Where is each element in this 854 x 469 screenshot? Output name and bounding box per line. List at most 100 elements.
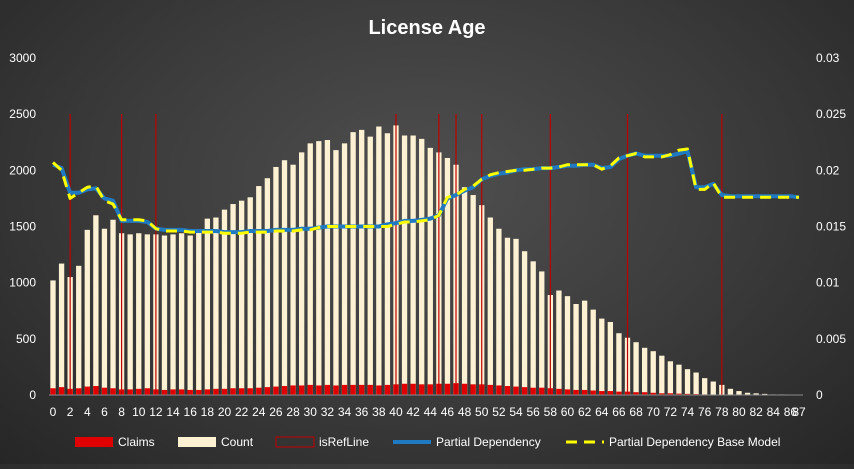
count-bar bbox=[376, 127, 381, 395]
x-tick-label: 72 bbox=[664, 405, 678, 419]
claims-bar bbox=[385, 385, 390, 395]
count-bar bbox=[565, 296, 570, 395]
right-tick-label: 0.03 bbox=[816, 51, 840, 65]
x-tick-label: 30 bbox=[304, 405, 318, 419]
count-bar bbox=[299, 152, 304, 395]
count-bar bbox=[410, 136, 415, 395]
claims-bar bbox=[308, 385, 313, 395]
count-bar bbox=[188, 235, 193, 395]
legend-label: Partial Dependency Base Model bbox=[609, 435, 780, 449]
count-bar bbox=[591, 310, 596, 395]
x-tick-label: 16 bbox=[184, 405, 198, 419]
x-tick-label: 46 bbox=[441, 405, 455, 419]
count-bar bbox=[445, 158, 450, 395]
claims-bar bbox=[608, 391, 613, 395]
legend-label: isRefLine bbox=[319, 435, 369, 449]
count-bar bbox=[342, 143, 347, 395]
x-tick-label: 42 bbox=[406, 405, 420, 419]
x-tick-label: 50 bbox=[475, 405, 489, 419]
count-bar bbox=[471, 195, 476, 395]
x-tick-label: 22 bbox=[235, 405, 249, 419]
claims-bar bbox=[505, 386, 510, 395]
right-tick-label: 0.025 bbox=[816, 107, 846, 121]
count-bar bbox=[676, 365, 681, 395]
right-tick-label: 0.01 bbox=[816, 276, 840, 290]
claims-bar bbox=[145, 388, 150, 395]
count-bar bbox=[685, 369, 690, 395]
count-bar bbox=[522, 251, 527, 395]
count-bar bbox=[599, 319, 604, 395]
count-bar bbox=[582, 301, 587, 395]
left-tick-label: 3000 bbox=[9, 51, 36, 65]
x-tick-label: 12 bbox=[149, 405, 163, 419]
x-tick-label: 84 bbox=[767, 405, 781, 419]
claims-bar bbox=[239, 388, 244, 395]
left-tick-label: 2000 bbox=[9, 163, 36, 177]
x-tick-label: 34 bbox=[338, 405, 352, 419]
claims-bar bbox=[573, 390, 578, 395]
x-tick-label: 26 bbox=[269, 405, 283, 419]
claims-bar bbox=[359, 385, 364, 395]
count-bar bbox=[633, 342, 638, 395]
x-tick-label: 60 bbox=[561, 405, 575, 419]
x-tick-label: 54 bbox=[509, 405, 523, 419]
claims-bar bbox=[273, 387, 278, 395]
count-bar bbox=[462, 187, 467, 395]
count-bar bbox=[256, 186, 261, 395]
claims-bar bbox=[599, 391, 604, 395]
x-tick-label: 76 bbox=[698, 405, 712, 419]
count-bar bbox=[505, 238, 510, 395]
claims-bar bbox=[85, 387, 90, 395]
count-bar bbox=[110, 220, 115, 395]
x-tick-label: 32 bbox=[321, 405, 335, 419]
count-bar bbox=[162, 235, 167, 395]
claims-bar bbox=[368, 385, 373, 395]
count-bar bbox=[419, 139, 424, 395]
count-bar bbox=[316, 141, 321, 395]
claims-bar bbox=[565, 389, 570, 395]
legend-swatch-count bbox=[178, 437, 216, 447]
claims-bar bbox=[419, 384, 424, 395]
count-bar bbox=[265, 178, 270, 395]
claims-bar bbox=[230, 388, 235, 395]
count-bar bbox=[205, 219, 210, 395]
count-bar bbox=[170, 234, 175, 395]
count-bar bbox=[93, 215, 98, 395]
x-tick-label: 6 bbox=[101, 405, 108, 419]
claims-bar bbox=[213, 389, 218, 395]
left-tick-label: 1500 bbox=[9, 220, 36, 234]
claims-bar bbox=[93, 386, 98, 395]
x-tick-label: 82 bbox=[749, 405, 763, 419]
x-tick-label: 36 bbox=[355, 405, 369, 419]
legend-swatch-refline bbox=[276, 437, 314, 447]
claims-bar bbox=[616, 392, 621, 395]
claims-bar bbox=[188, 390, 193, 395]
legend-label: Claims bbox=[118, 435, 155, 449]
claims-bar bbox=[170, 389, 175, 395]
x-tick-label: 44 bbox=[424, 405, 438, 419]
claims-bar bbox=[102, 388, 107, 395]
count-bar bbox=[128, 234, 133, 395]
partial-dependency-base-line bbox=[53, 149, 799, 233]
count-bar bbox=[290, 165, 295, 395]
x-tick-label: 0 bbox=[50, 405, 57, 419]
x-tick-label: 62 bbox=[578, 405, 592, 419]
count-bar bbox=[179, 233, 184, 395]
legend-swatch-claims bbox=[75, 437, 113, 447]
count-bar bbox=[513, 239, 518, 395]
x-tick-label: 80 bbox=[732, 405, 746, 419]
count-bar bbox=[368, 137, 373, 395]
claims-bar bbox=[513, 387, 518, 395]
claims-bar bbox=[522, 387, 527, 395]
claims-bar bbox=[196, 390, 201, 395]
x-tick-label: 70 bbox=[647, 405, 661, 419]
count-bar bbox=[136, 233, 141, 395]
claims-bar bbox=[110, 388, 115, 395]
count-bar bbox=[402, 136, 407, 395]
claims-bar bbox=[76, 388, 81, 395]
count-bar bbox=[325, 140, 330, 395]
